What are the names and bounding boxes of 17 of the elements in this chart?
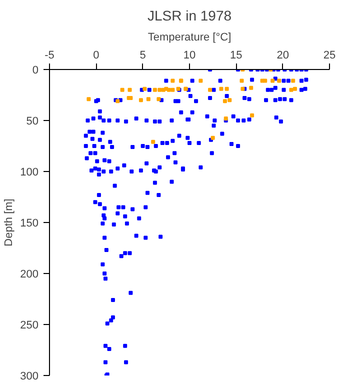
x-tick-label: 15 [230, 50, 242, 62]
x-tick-label: 0 [93, 50, 100, 62]
x-tick-label: 25 [323, 50, 336, 62]
x-tick-label: 20 [276, 50, 289, 62]
x-tick-label: 10 [183, 50, 196, 62]
x-axis-title: Temperature [°C] [148, 32, 232, 44]
y-axis-title: Depth [m] [3, 198, 16, 246]
y-tick-label: 150 [20, 218, 39, 230]
chart-title: JLSR in 1978 [147, 8, 232, 24]
y-tick-label: 100 [20, 166, 39, 178]
x-tick-label: 5 [140, 50, 146, 62]
y-tick-label: 250 [20, 320, 39, 332]
x-tick-label: -5 [44, 50, 54, 62]
y-tick-label: 300 [20, 370, 39, 382]
y-tick-label: 200 [20, 268, 39, 280]
y-tick-label: 50 [26, 116, 39, 128]
y-tick-label: 0 [32, 64, 39, 76]
